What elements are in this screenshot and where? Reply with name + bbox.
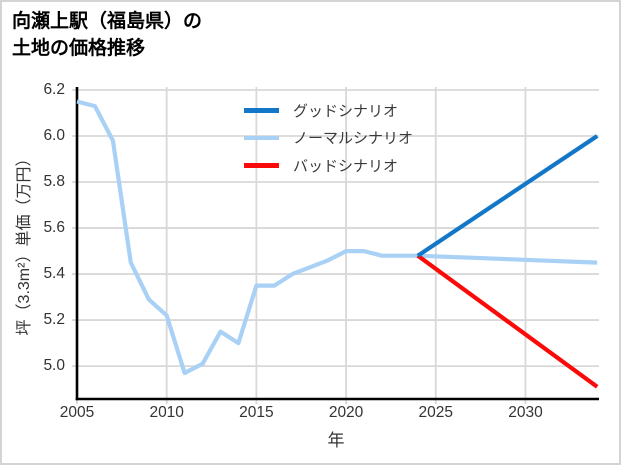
legend-line-swatch <box>244 108 279 113</box>
legend: グッドシナリオ ノーマルシナリオ バッドシナリオ <box>244 101 413 184</box>
series-line-1 <box>76 99 598 376</box>
chart-title-line1: 向瀬上駅（福島県）の <box>12 11 203 32</box>
legend-label: グッドシナリオ <box>293 102 399 120</box>
legend-entry: バッドシナリオ <box>244 156 413 175</box>
chart-title: 向瀬上駅（福島県）の 土地の価格推移 <box>12 8 202 62</box>
y-tick-label: 5.4 <box>43 265 65 283</box>
legend-entry: ノーマルシナリオ <box>244 129 414 148</box>
y-tick-label: 5.6 <box>43 219 65 237</box>
x-tick-label: 2010 <box>149 404 184 421</box>
chart-title-line2: 土地の価格推移 <box>12 38 146 59</box>
legend-entry: グッドシナリオ <box>244 101 413 120</box>
series-line-0 <box>416 134 599 258</box>
y-tick-label: 5.8 <box>43 173 65 191</box>
y-tick-label: 6.2 <box>43 80 65 98</box>
legend-label: バッドシナリオ <box>293 157 399 175</box>
x-axis-label: 年 <box>327 431 345 450</box>
legend-line-swatch <box>244 135 279 140</box>
series-line-2 <box>416 254 599 389</box>
y-tick-label: 5.0 <box>43 357 65 375</box>
x-tick-label: 2005 <box>59 404 95 421</box>
legend-line-swatch <box>244 163 279 168</box>
x-tick-label: 2020 <box>328 404 364 421</box>
x-tick-label: 2025 <box>418 404 453 421</box>
x-tick-label: 2030 <box>508 404 543 421</box>
y-tick-label: 6.0 <box>43 127 65 144</box>
y-tick-label: 5.2 <box>43 311 65 329</box>
legend-label: ノーマルシナリオ <box>293 130 414 148</box>
x-tick-label: 2015 <box>239 404 274 421</box>
